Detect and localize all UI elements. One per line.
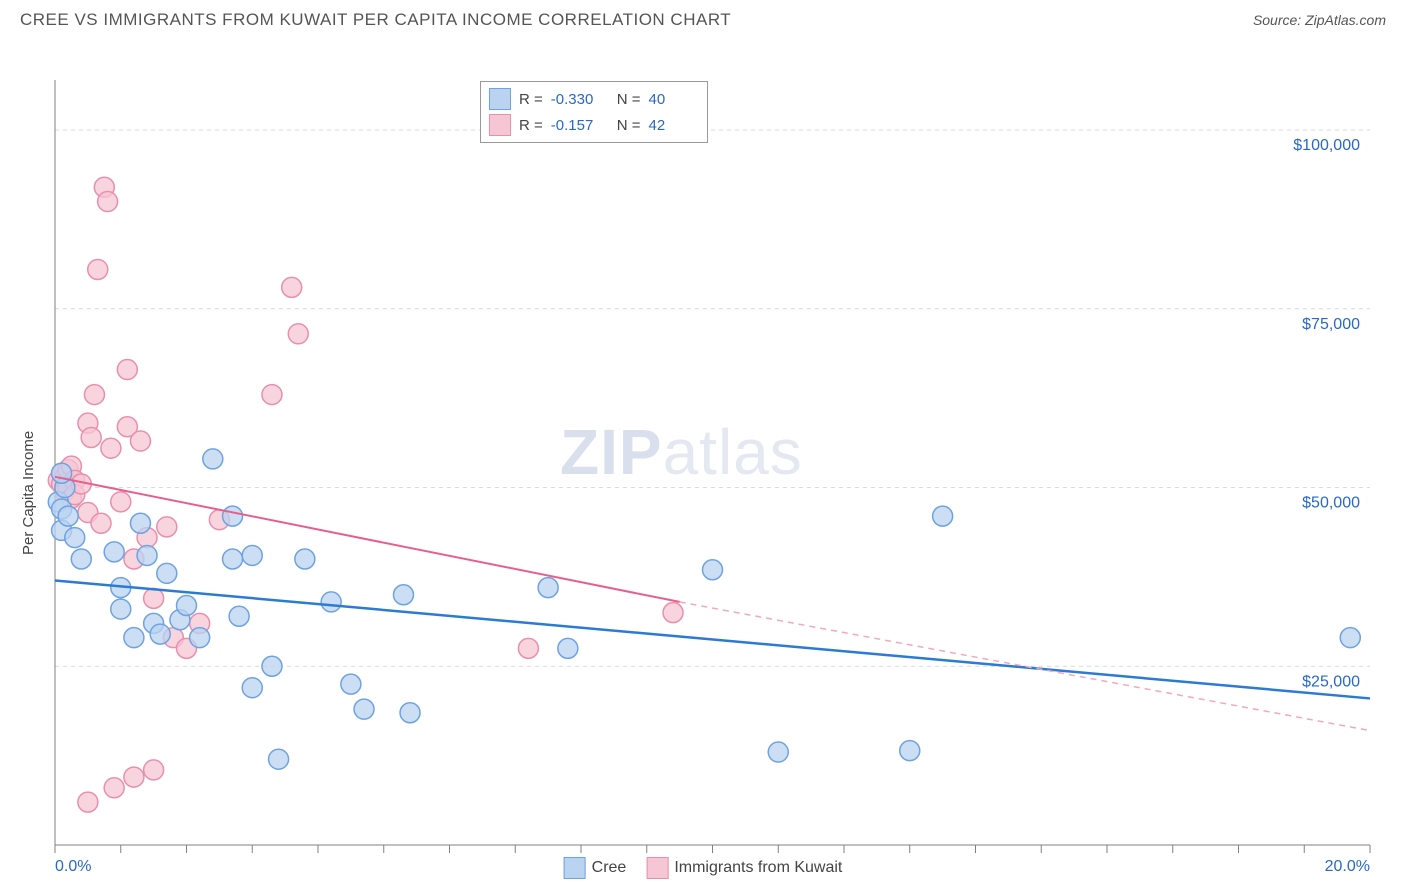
r-label: R = [519,117,543,134]
data-point-kuwait [101,438,121,458]
data-point-cree [71,549,91,569]
data-point-cree [58,506,78,526]
stats-legend-row-cree: R = -0.330 N = 40 [489,86,699,112]
data-point-kuwait [144,760,164,780]
data-point-kuwait [518,638,538,658]
data-point-cree [65,528,85,548]
legend-swatch [489,114,511,136]
data-point-cree [130,513,150,533]
chart-header: CREE VS IMMIGRANTS FROM KUWAIT PER CAPIT… [0,0,1406,35]
legend-swatch [564,857,586,879]
x-tick-label: 20.0% [1325,858,1370,875]
data-point-cree [111,599,131,619]
data-point-cree [538,578,558,598]
stats-legend: R = -0.330 N = 40 R = -0.157 N = 42 [480,81,708,143]
data-point-kuwait [282,277,302,297]
r-value: -0.157 [551,117,601,134]
y-tick-label: $25,000 [1302,673,1360,690]
source-attribution: Source: ZipAtlas.com [1253,12,1386,28]
data-point-kuwait [262,385,282,405]
n-value: 40 [649,91,699,108]
r-value: -0.330 [551,91,601,108]
data-point-cree [341,674,361,694]
r-label: R = [519,91,543,108]
data-point-cree [229,606,249,626]
data-point-cree [150,624,170,644]
data-point-cree [295,549,315,569]
data-point-kuwait [78,792,98,812]
data-point-cree [104,542,124,562]
data-point-kuwait [81,427,101,447]
y-tick-label: $75,000 [1302,316,1360,333]
data-point-kuwait [663,603,683,623]
chart-container: $25,000$50,000$75,000$100,0000.0%20.0% Z… [0,35,1406,885]
data-point-cree [203,449,223,469]
data-point-cree [124,628,144,648]
y-tick-label: $100,000 [1293,137,1360,154]
data-point-cree [354,699,374,719]
chart-title: CREE VS IMMIGRANTS FROM KUWAIT PER CAPIT… [20,10,731,30]
data-point-cree [242,678,262,698]
data-point-cree [190,628,210,648]
stats-legend-row-kuwait: R = -0.157 N = 42 [489,112,699,138]
legend-swatch [646,857,668,879]
scatter-chart-svg: $25,000 $50,000 $75,000 $100,000 0.0% 20.0% [0,35,1406,885]
data-point-cree [157,563,177,583]
data-point-cree [933,506,953,526]
y-axis-label: Per Capita Income [20,431,37,555]
legend-label: Immigrants from Kuwait [674,859,842,877]
data-point-cree [177,595,197,615]
series-legend: Cree Immigrants from Kuwait [564,857,843,879]
data-point-kuwait [144,588,164,608]
data-point-kuwait [104,778,124,798]
data-point-kuwait [88,259,108,279]
n-label: N = [617,91,641,108]
data-point-cree [137,545,157,565]
legend-item-kuwait: Immigrants from Kuwait [646,857,842,879]
data-point-cree [242,545,262,565]
data-point-cree [393,585,413,605]
data-point-kuwait [111,492,131,512]
y-tick-label: $50,000 [1302,495,1360,512]
x-tick-label: 0.0% [55,858,91,875]
legend-swatch [489,88,511,110]
data-point-cree [223,506,243,526]
data-point-cree [400,703,420,723]
legend-label: Cree [592,859,627,877]
data-point-cree [768,742,788,762]
data-point-kuwait [157,517,177,537]
data-point-cree [321,592,341,612]
n-value: 42 [649,117,699,134]
data-point-cree [269,749,289,769]
data-point-kuwait [98,192,118,212]
data-point-cree [558,638,578,658]
data-point-cree [223,549,243,569]
n-label: N = [617,117,641,134]
data-point-kuwait [124,767,144,787]
data-point-kuwait [130,431,150,451]
data-point-kuwait [91,513,111,533]
data-point-kuwait [84,385,104,405]
data-point-kuwait [117,360,137,380]
data-point-cree [900,741,920,761]
data-point-cree [703,560,723,580]
legend-item-cree: Cree [564,857,627,879]
data-point-kuwait [288,324,308,344]
data-point-cree [1340,628,1360,648]
data-point-cree [262,656,282,676]
